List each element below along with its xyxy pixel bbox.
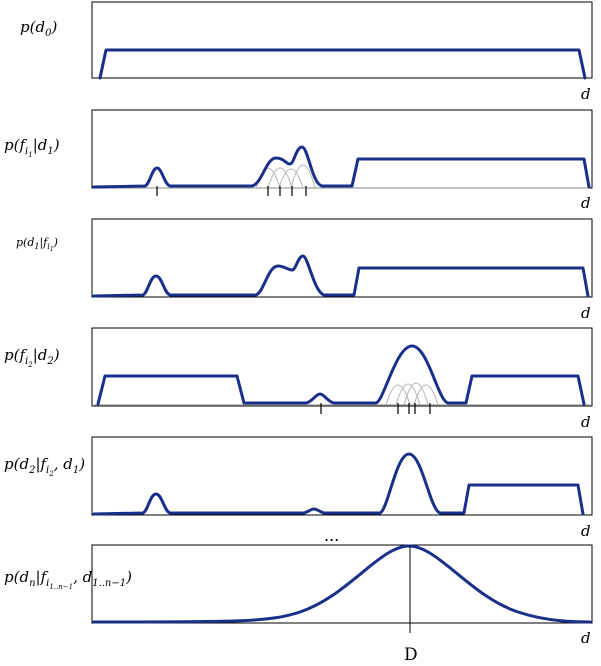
component-gaussian-curve (385, 384, 411, 406)
feature-likelihood-curve (92, 145, 591, 189)
plot-frame (91, 109, 593, 189)
axis-label-d: d (581, 304, 591, 322)
ellipsis: ... (324, 526, 339, 545)
panel-label-p-d1-fi1: p(d1|fi1) (16, 236, 58, 253)
gaussian-posterior-curve (92, 544, 592, 624)
axis-label-d: d (581, 522, 591, 540)
panel-p-d2-fi2-d1: p(d2|fi2, d1) d ... (4, 436, 593, 545)
panel-p-fi1-d1: p(fi1|d1) d (4, 109, 593, 212)
component-gaussian-curve (413, 384, 439, 406)
plot-frame (91, 218, 593, 298)
marked-point-label: D (404, 645, 418, 665)
component-gaussian-curve (290, 164, 316, 189)
posterior-curve (92, 452, 585, 516)
panel-label-p-d0: p(d0) (20, 18, 57, 39)
panel-label-p-fi2-d2: p(fi2|d2) (4, 346, 60, 369)
panel-p-d0: p(d0) d (20, 1, 593, 103)
plot-frame (91, 436, 593, 516)
axis-label-d: d (581, 413, 591, 431)
axis-label-d: d (581, 194, 591, 212)
panel-p-dn: p(dn|fi1..n−1, d1..n−1) d D (4, 544, 593, 665)
panel-label-p-dn: p(dn|fi1..n−1, d1..n−1) (4, 568, 132, 591)
panel-p-d1-fi1: p(d1|fi1) d (16, 218, 593, 322)
component-gaussian-curve (267, 167, 293, 189)
panel-p-fi2-d2: p(fi2|d2) d (4, 327, 593, 431)
component-gaussian-curve (278, 168, 304, 189)
uniform-prior-curve (98, 48, 587, 80)
panel-label-p-fi1-d1: p(fi1|d1) (4, 136, 60, 159)
plot-frame (91, 327, 593, 407)
plot-frame (91, 1, 593, 79)
axis-label-d: d (581, 85, 591, 103)
plot-frame (91, 544, 593, 624)
posterior-curve (92, 254, 590, 298)
component-gaussian-curve (395, 383, 421, 406)
component-gaussian-curve (403, 382, 429, 406)
feature-likelihood-curve (96, 344, 586, 406)
panel-label-p-d2-fi2-d1: p(d2|fi2, d1) (4, 455, 85, 478)
axis-label-d: d (581, 629, 591, 647)
